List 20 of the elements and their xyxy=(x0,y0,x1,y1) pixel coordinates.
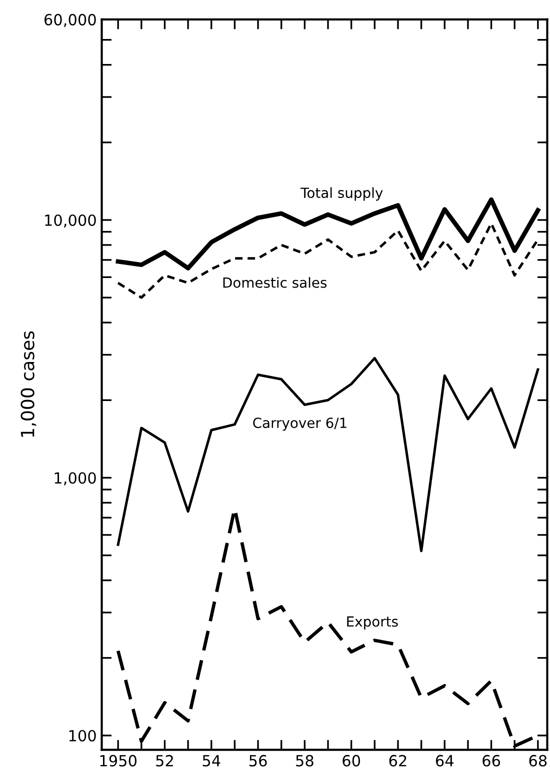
x-tick-label: 68 xyxy=(529,754,547,766)
x-tick-label: 64 xyxy=(436,754,454,766)
x-tick-label: 54 xyxy=(202,755,220,766)
y-tick-label: 10,000 xyxy=(45,214,96,228)
series-label: Domestic sales xyxy=(223,277,327,288)
x-tick-label: 58 xyxy=(296,754,314,766)
x-tick-label: 60 xyxy=(342,754,360,766)
y-tick-label: 100 xyxy=(69,730,96,742)
series-label: Exports xyxy=(347,616,398,630)
x-tick-label: 1950 xyxy=(100,754,137,766)
series-label: Carryover 6/1 xyxy=(253,418,346,431)
x-tick-label: 62 xyxy=(389,754,406,766)
y-tick-label: 60,000 xyxy=(44,14,96,28)
line-series xyxy=(116,356,540,552)
series-label: Total supply xyxy=(300,187,383,201)
y-axis-title: 1,000 cases xyxy=(20,331,36,437)
x-tick-label: 52 xyxy=(156,754,173,766)
x-tick-label: 66 xyxy=(482,754,500,766)
y-tick-label: 1,000 xyxy=(54,472,96,486)
x-tick-label: 56 xyxy=(249,754,267,766)
